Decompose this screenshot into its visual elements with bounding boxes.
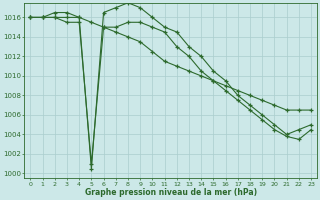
X-axis label: Graphe pression niveau de la mer (hPa): Graphe pression niveau de la mer (hPa): [85, 188, 257, 197]
